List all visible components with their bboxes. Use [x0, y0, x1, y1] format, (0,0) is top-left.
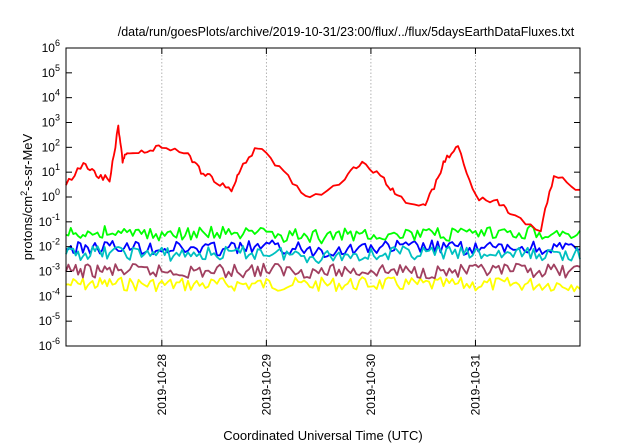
y-tick-base: 10: [42, 140, 56, 154]
y-tick-label: 10-2: [39, 237, 60, 254]
series-line: [65, 262, 581, 280]
y-tick-base: 10: [39, 265, 53, 279]
y-tick-exp: -6: [52, 336, 60, 346]
y-tick-exp: 6: [55, 38, 60, 48]
y-axis: 10-610-510-410-310-210-11001011021031041…: [39, 38, 580, 353]
y-tick-exp: -3: [52, 262, 60, 272]
series-line: [65, 245, 581, 265]
y-tick-exp: 3: [55, 113, 60, 123]
x-tick-label: 2019-10-31: [468, 354, 482, 416]
y-tick-base: 10: [42, 41, 56, 55]
y-axis-title: protons/cm2-s-sr-MeV: [19, 133, 35, 260]
y-tick-base: 10: [39, 215, 53, 229]
y-tick-base: 10: [42, 190, 56, 204]
y-tick-label: 104: [42, 88, 60, 105]
series-group: [65, 124, 581, 293]
y-tick-base: 10: [39, 240, 53, 254]
y-tick-label: 10-3: [39, 262, 60, 279]
y-tick-base: 10: [42, 165, 56, 179]
y-tick-base: 10: [42, 116, 56, 130]
x-axis: 2019-10-28 2019-10-29 2019-10-30 2019-10-31: [155, 48, 482, 416]
y-tick-label: 101: [42, 162, 60, 179]
x-tick-label: 2019-10-28: [155, 354, 169, 416]
chart-title: /data/run/goesPlots/archive/2019-10-31/2…: [118, 25, 575, 39]
y-tick-exp: -1: [52, 212, 60, 222]
y-tick-label: 10-5: [39, 311, 60, 328]
y-tick-label: 105: [42, 63, 60, 80]
x-tick-label: 2019-10-30: [364, 354, 378, 416]
y-tick-exp: -5: [52, 311, 60, 321]
series-line: [65, 224, 581, 245]
y-tick-exp: -4: [52, 286, 60, 296]
series-line: [65, 124, 581, 233]
y-axis-title-sup: 2: [19, 191, 29, 196]
y-tick-label: 102: [42, 137, 60, 154]
y-tick-label: 106: [42, 38, 60, 55]
series-line: [65, 276, 581, 293]
y-tick-base: 10: [39, 289, 53, 303]
grid: [161, 48, 476, 346]
y-tick-base: 10: [39, 314, 53, 328]
y-tick-exp: 4: [55, 88, 60, 98]
y-tick-exp: -2: [52, 237, 60, 247]
y-tick-exp: 1: [55, 162, 60, 172]
y-tick-exp: 2: [55, 137, 60, 147]
y-tick-label: 10-6: [39, 336, 60, 353]
y-tick-label: 103: [42, 113, 60, 130]
y-tick-label: 100: [42, 187, 60, 204]
y-tick-exp: 0: [55, 187, 60, 197]
y-tick-label: 10-1: [39, 212, 60, 229]
series-line: [65, 239, 581, 259]
x-tick-label: 2019-10-29: [259, 354, 273, 416]
x-axis-title: Coordinated Universal Time (UTC): [223, 428, 422, 443]
y-tick-base: 10: [42, 91, 56, 105]
y-tick-label: 10-4: [39, 286, 60, 303]
y-tick-base: 10: [42, 66, 56, 80]
y-tick-base: 10: [39, 339, 53, 353]
y-tick-exp: 5: [55, 63, 60, 73]
